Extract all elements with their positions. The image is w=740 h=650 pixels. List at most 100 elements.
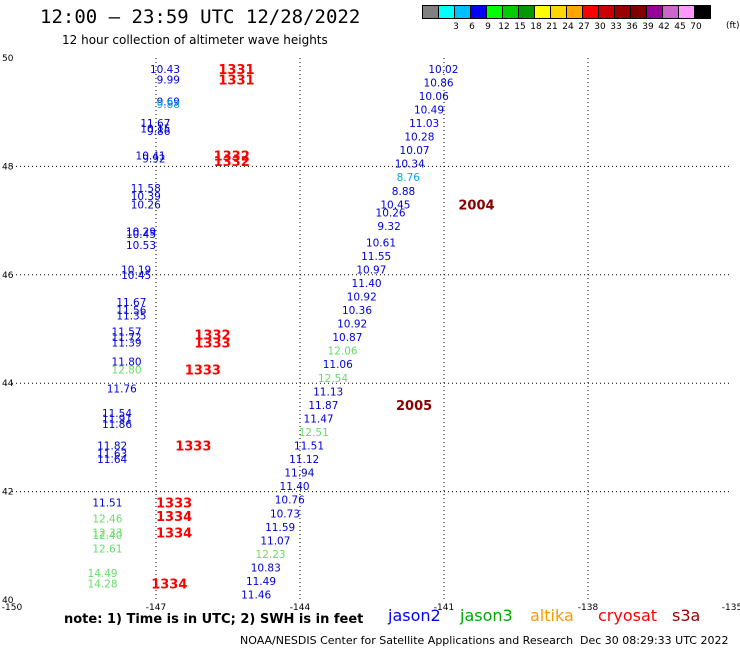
swh-value: 11.40 — [352, 278, 382, 290]
time-label: 1333 — [185, 364, 221, 379]
swh-value: 11.07 — [260, 535, 290, 547]
lat-tick-label: 42 — [2, 488, 13, 498]
swh-value: 10.26 — [376, 207, 406, 219]
swh-value: 11.76 — [107, 384, 137, 396]
swh-value: 11.40 — [280, 481, 310, 493]
page-title: 12:00 – 23:59 UTC 12/28/2022 — [40, 6, 361, 28]
swh-value: 11.06 — [323, 359, 353, 371]
swh-value: 10.06 — [419, 91, 449, 103]
swh-value: 10.83 — [251, 562, 281, 574]
time-label: 1334 — [151, 578, 187, 593]
time-label: 1332 — [214, 150, 250, 165]
legend-label: 21 — [546, 22, 558, 32]
legend-label: 12 — [498, 22, 510, 32]
legend-label: 42 — [658, 22, 670, 32]
swh-value: 11.67 — [140, 118, 170, 130]
sat-altika: altika — [530, 606, 574, 625]
lat-tick-label: 50 — [2, 54, 14, 64]
swh-value: 12.23 — [256, 549, 286, 561]
sat-cryosat: cryosat — [598, 606, 658, 625]
swh-value: 10.53 — [126, 240, 156, 252]
swh-value: 10.86 — [424, 77, 454, 89]
legend-label: 45 — [674, 22, 686, 32]
swh-value: 10.73 — [270, 508, 300, 520]
legend-label: 27 — [578, 22, 590, 32]
swh-value: 10.49 — [414, 104, 444, 116]
swh-value: 11.39 — [112, 338, 142, 350]
swh-value: 11.87 — [308, 400, 338, 412]
swh-value: 9.69 — [157, 96, 180, 108]
legend-swatch — [694, 5, 711, 19]
swh-value: 10.61 — [366, 237, 396, 249]
legend-label: 33 — [610, 22, 622, 32]
swh-value: 12.46 — [92, 514, 122, 526]
swh-value: 10.41 — [136, 151, 166, 163]
swh-value: 11.58 — [131, 183, 161, 195]
swh-value: 11.82 — [97, 441, 127, 453]
swh-value: 10.34 — [395, 159, 425, 171]
swh-value: 9.86 — [147, 126, 171, 138]
legend-label: 70 — [690, 22, 702, 32]
swh-value: 14.28 — [88, 579, 118, 591]
swh-value: 11.47 — [304, 413, 334, 425]
page-subtitle: 12 hour collection of altimeter wave hei… — [62, 33, 328, 47]
swh-value: 9.88 — [157, 99, 180, 111]
sat-jason2: jason2 — [388, 606, 441, 625]
swh-value: 12.54 — [318, 373, 348, 385]
swh-value: 11.67 — [116, 297, 146, 309]
swh-value: 12.40 — [92, 530, 122, 542]
sat-s3a: s3a — [672, 606, 701, 625]
swh-value: 8.88 — [392, 186, 415, 198]
swh-value: 11.03 — [409, 118, 439, 130]
swh-value: 12.80 — [112, 365, 142, 377]
swh-value: 11.80 — [112, 357, 142, 369]
swh-value: 10.45 — [121, 270, 151, 282]
footer-timestamp: Dec 30 08:29:33 UTC 2022 — [580, 634, 729, 647]
time-label: 1331 — [218, 74, 254, 89]
time-label: 1334 — [156, 510, 192, 525]
swh-value: 9.99 — [157, 75, 180, 87]
swh-value: 11.12 — [289, 454, 319, 466]
swh-value: 12.33 — [92, 527, 122, 539]
swh-value: 11.86 — [102, 419, 132, 431]
lon-tick-label: -147 — [146, 603, 166, 613]
swh-value: 10.26 — [131, 199, 161, 211]
swh-value: 11.49 — [246, 576, 276, 588]
lon-tick-label: -141 — [434, 603, 454, 613]
swh-value: 11.91 — [102, 413, 132, 425]
swh-value: 11.94 — [284, 468, 314, 480]
swh-value: 11.59 — [265, 522, 295, 534]
swh-value: 10.07 — [400, 145, 430, 157]
color-legend — [422, 5, 711, 19]
swh-value: 10.97 — [356, 264, 386, 276]
legend-label: 6 — [469, 22, 475, 32]
lat-tick-label: 46 — [2, 271, 14, 281]
swh-value: 10.15 — [140, 123, 170, 135]
swh-value: 10.39 — [131, 191, 161, 203]
swh-value: 10.19 — [121, 264, 151, 276]
swh-value: 10.28 — [404, 132, 434, 144]
lon-tick-label: -144 — [290, 603, 311, 613]
lat-tick-label: 48 — [2, 162, 14, 172]
lon-tick-label: -135 — [722, 603, 740, 613]
swh-value: 10.43 — [150, 64, 180, 76]
swh-value: 11.46 — [241, 590, 271, 602]
swh-value: 11.64 — [97, 454, 127, 466]
legend-label: 9 — [485, 22, 491, 32]
footer-credit: NOAA/NESDIS Center for Satellite Applica… — [240, 634, 574, 647]
swh-value: 10.36 — [342, 305, 372, 317]
legend-label: 30 — [594, 22, 606, 32]
legend-label: 3 — [453, 22, 459, 32]
legend-label: 36 — [626, 22, 638, 32]
legend-unit: (ft) — [726, 21, 740, 31]
footer-note: note: 1) Time is in UTC; 2) SWH is in fe… — [64, 612, 364, 627]
lon-tick-label: -150 — [2, 603, 23, 613]
swh-value: 9.32 — [377, 221, 400, 233]
swh-value: 10.29 — [126, 226, 156, 238]
swh-value: 11.56 — [116, 305, 146, 317]
sat-jason3: jason3 — [460, 606, 513, 625]
swh-value: 11.35 — [116, 310, 146, 322]
legend-label: 18 — [530, 22, 542, 32]
swh-value: 12.61 — [92, 544, 122, 556]
swh-value: 10.02 — [428, 64, 458, 76]
